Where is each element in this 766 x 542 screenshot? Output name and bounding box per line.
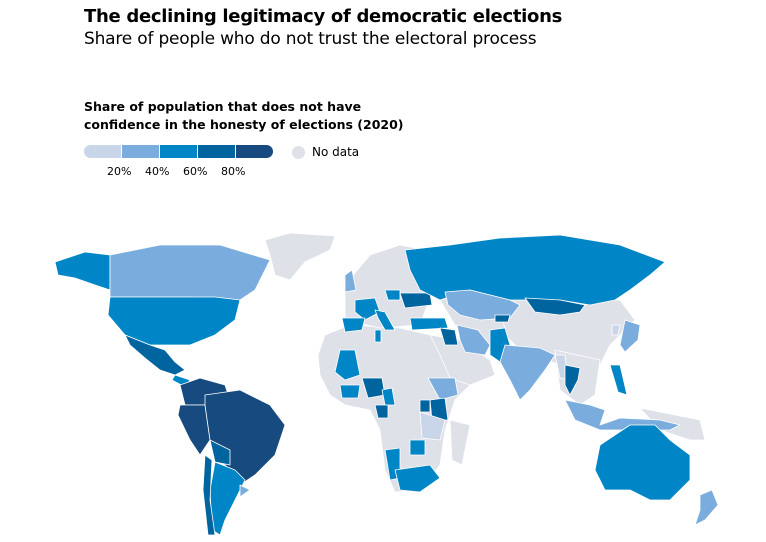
- region-kyrgyzstan: [494, 314, 511, 323]
- region-italy: [374, 309, 396, 331]
- region-uk: [344, 269, 357, 293]
- region-new-zealand: [694, 489, 719, 526]
- region-japan: [619, 319, 641, 353]
- region-south-korea: [611, 324, 621, 336]
- region-mexico: [124, 334, 186, 376]
- region-alaska-usa-: [54, 251, 111, 291]
- region-india: [499, 344, 556, 401]
- region-ukraine: [399, 292, 433, 309]
- region-tunisia: [374, 329, 382, 343]
- region-uganda: [419, 399, 431, 413]
- region-kenya: [429, 397, 449, 421]
- legend-title: Share of population that does not have c…: [84, 98, 444, 134]
- region-australia: [594, 424, 691, 501]
- region-indonesia: [564, 399, 681, 431]
- legend-tick-60: 60%: [183, 165, 208, 178]
- legend-bin-3: [198, 145, 235, 158]
- region-iran: [456, 324, 491, 356]
- legend-bin-0: [84, 145, 121, 158]
- chart-subtitle: Share of people who do not trust the ele…: [84, 29, 537, 49]
- region-peru: [177, 404, 211, 456]
- region-south-africa: [394, 464, 441, 493]
- legend-title-line2: confidence in the honesty of elections (…: [84, 117, 404, 132]
- legend-bin-1: [122, 145, 159, 158]
- region-philippines: [609, 364, 628, 396]
- legend-tick-20: 20%: [107, 165, 132, 178]
- region-mali: [334, 349, 361, 381]
- legend-bin-2: [160, 145, 197, 158]
- legend-bin-4: [236, 145, 273, 158]
- region-turkey: [409, 317, 449, 331]
- region-france: [354, 297, 381, 321]
- region-tanzania: [419, 411, 446, 441]
- no-data-land-0: [264, 232, 336, 281]
- region-iraq: [439, 327, 459, 346]
- region-gabon: [374, 404, 389, 419]
- region-russia: [404, 234, 666, 306]
- region-canada: [109, 244, 271, 301]
- region-zambia: [409, 439, 426, 456]
- legend-tick-40: 40%: [145, 165, 170, 178]
- region-thailand: [564, 364, 581, 396]
- no-data-label: No data: [312, 145, 360, 159]
- region-cameroon: [381, 387, 396, 406]
- no-data-land-7: [449, 419, 471, 466]
- legend-title-line1: Share of population that does not have: [84, 99, 362, 114]
- region-ethiopia: [427, 377, 459, 401]
- chart-title: The declining legitimacy of democratic e…: [84, 6, 563, 27]
- region-mongolia: [524, 297, 586, 316]
- region-spain: [341, 317, 366, 333]
- region-bolivia: [209, 439, 231, 466]
- region-kazakhstan: [444, 289, 521, 321]
- legend-color-scale: [84, 145, 273, 158]
- region-poland: [384, 289, 401, 301]
- no-data-swatch: [292, 146, 305, 159]
- region-usa: [107, 296, 241, 346]
- region-uruguay: [239, 484, 251, 498]
- region-ivory-coast-ghana: [339, 384, 361, 399]
- legend-tick-80: 80%: [221, 165, 246, 178]
- region-chile: [202, 454, 216, 536]
